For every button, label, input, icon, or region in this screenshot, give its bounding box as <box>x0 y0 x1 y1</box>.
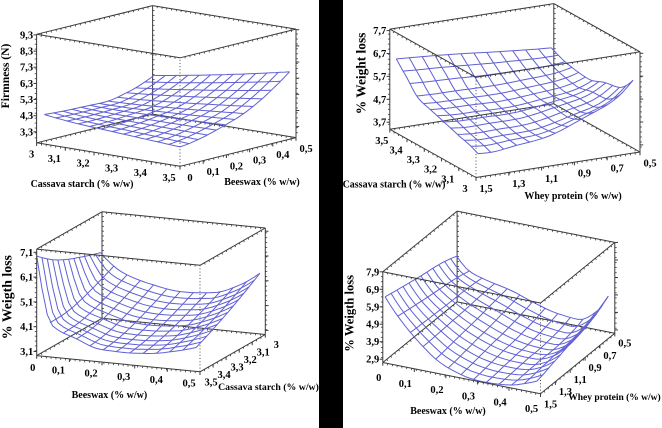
svg-text:0,9: 0,9 <box>589 363 602 374</box>
svg-text:0,3: 0,3 <box>462 391 475 402</box>
svg-text:Whey protein (% w/w): Whey protein (% w/w) <box>524 191 621 202</box>
svg-text:1,1: 1,1 <box>545 174 558 185</box>
svg-text:0,4: 0,4 <box>150 375 164 386</box>
svg-text:5,3: 5,3 <box>20 95 33 106</box>
svg-text:0,9: 0,9 <box>578 169 591 180</box>
svg-text:0,5: 0,5 <box>643 159 656 170</box>
svg-text:3: 3 <box>462 184 467 195</box>
svg-text:7,7: 7,7 <box>373 26 386 37</box>
svg-text:3,1: 3,1 <box>48 154 61 165</box>
svg-text:0,2: 0,2 <box>430 385 443 396</box>
svg-text:Cassava starch (% w/w): Cassava starch (% w/w) <box>218 382 319 393</box>
svg-text:% Weight loss: % Weight loss <box>353 33 368 115</box>
svg-text:% Weigth loss: % Weigth loss <box>343 275 357 352</box>
svg-text:Beeswax (% w/w): Beeswax (% w/w) <box>72 390 148 401</box>
svg-text:4,9: 4,9 <box>366 320 379 331</box>
svg-text:4,3: 4,3 <box>20 111 33 122</box>
svg-text:6,3: 6,3 <box>20 79 33 90</box>
svg-text:0,1: 0,1 <box>399 379 412 390</box>
svg-text:0,1: 0,1 <box>52 365 65 376</box>
svg-text:1,5: 1,5 <box>479 184 492 195</box>
svg-text:0,5: 0,5 <box>525 404 538 415</box>
svg-text:Whey protein (% w/w): Whey protein (% w/w) <box>568 392 660 403</box>
svg-text:7,1: 7,1 <box>20 248 33 259</box>
svg-text:3,2: 3,2 <box>424 165 437 176</box>
svg-text:3: 3 <box>274 340 279 351</box>
svg-text:0,7: 0,7 <box>603 351 616 362</box>
svg-text:Firmness (N): Firmness (N) <box>0 44 12 109</box>
svg-text:0,3: 0,3 <box>117 372 130 383</box>
svg-text:3,5: 3,5 <box>162 173 175 184</box>
svg-text:8,3: 8,3 <box>20 47 33 58</box>
svg-text:6,9: 6,9 <box>366 285 379 296</box>
svg-text:3,2: 3,2 <box>244 355 257 366</box>
svg-text:3,3: 3,3 <box>231 362 244 373</box>
svg-text:0: 0 <box>30 363 35 374</box>
svg-text:3,4: 3,4 <box>134 168 148 179</box>
svg-text:6,7: 6,7 <box>373 49 386 60</box>
svg-text:0,1: 0,1 <box>207 167 220 178</box>
svg-text:5,9: 5,9 <box>366 302 379 313</box>
svg-text:0: 0 <box>187 173 192 184</box>
svg-text:7,9: 7,9 <box>366 267 379 278</box>
svg-text:3,4: 3,4 <box>389 145 403 156</box>
svg-text:Beeswax (% w/w): Beeswax (% w/w) <box>224 177 300 188</box>
svg-text:7,3: 7,3 <box>20 63 33 74</box>
svg-text:0,4: 0,4 <box>276 150 290 161</box>
svg-text:3,7: 3,7 <box>373 118 386 129</box>
svg-text:3,1: 3,1 <box>20 347 33 358</box>
svg-text:0,4: 0,4 <box>493 398 507 409</box>
svg-text:1,3: 1,3 <box>559 387 572 398</box>
svg-text:5,1: 5,1 <box>20 297 33 308</box>
svg-text:Cassava starch (% w/w): Cassava starch (% w/w) <box>343 180 446 191</box>
svg-text:0: 0 <box>376 373 381 384</box>
svg-text:2,9: 2,9 <box>366 355 379 366</box>
svg-text:3,3: 3,3 <box>20 127 33 138</box>
svg-text:9,3: 9,3 <box>20 30 33 41</box>
svg-text:0,2: 0,2 <box>230 161 243 172</box>
svg-text:0,7: 0,7 <box>611 164 624 175</box>
svg-text:3,1: 3,1 <box>441 174 454 185</box>
svg-text:Beeswax (% w/w): Beeswax (% w/w) <box>410 406 486 417</box>
svg-text:6,1: 6,1 <box>20 273 33 284</box>
svg-text:0,5: 0,5 <box>618 339 631 350</box>
svg-text:3,9: 3,9 <box>366 337 379 348</box>
svg-text:3,1: 3,1 <box>257 348 270 359</box>
svg-text:3,3: 3,3 <box>407 155 420 166</box>
svg-text:3: 3 <box>29 149 34 160</box>
svg-text:% Weigth loss: % Weigth loss <box>0 255 15 340</box>
svg-text:3,2: 3,2 <box>76 159 89 170</box>
svg-text:5,7: 5,7 <box>373 72 386 83</box>
svg-text:3,5: 3,5 <box>375 136 388 147</box>
svg-text:0,5: 0,5 <box>182 378 195 389</box>
svg-text:Cassava starch (% w/w): Cassava starch (% w/w) <box>31 179 134 190</box>
svg-text:1,3: 1,3 <box>512 179 525 190</box>
svg-text:0,5: 0,5 <box>299 144 312 155</box>
svg-text:3,5: 3,5 <box>204 377 217 388</box>
svg-text:3,3: 3,3 <box>105 163 118 174</box>
svg-text:0,3: 0,3 <box>253 156 266 167</box>
svg-text:4,1: 4,1 <box>20 322 33 333</box>
svg-text:0,2: 0,2 <box>84 369 97 380</box>
svg-text:4,7: 4,7 <box>373 95 386 106</box>
svg-text:1,1: 1,1 <box>574 375 587 386</box>
svg-text:3,4: 3,4 <box>218 370 232 381</box>
svg-text:1,5: 1,5 <box>544 399 557 410</box>
